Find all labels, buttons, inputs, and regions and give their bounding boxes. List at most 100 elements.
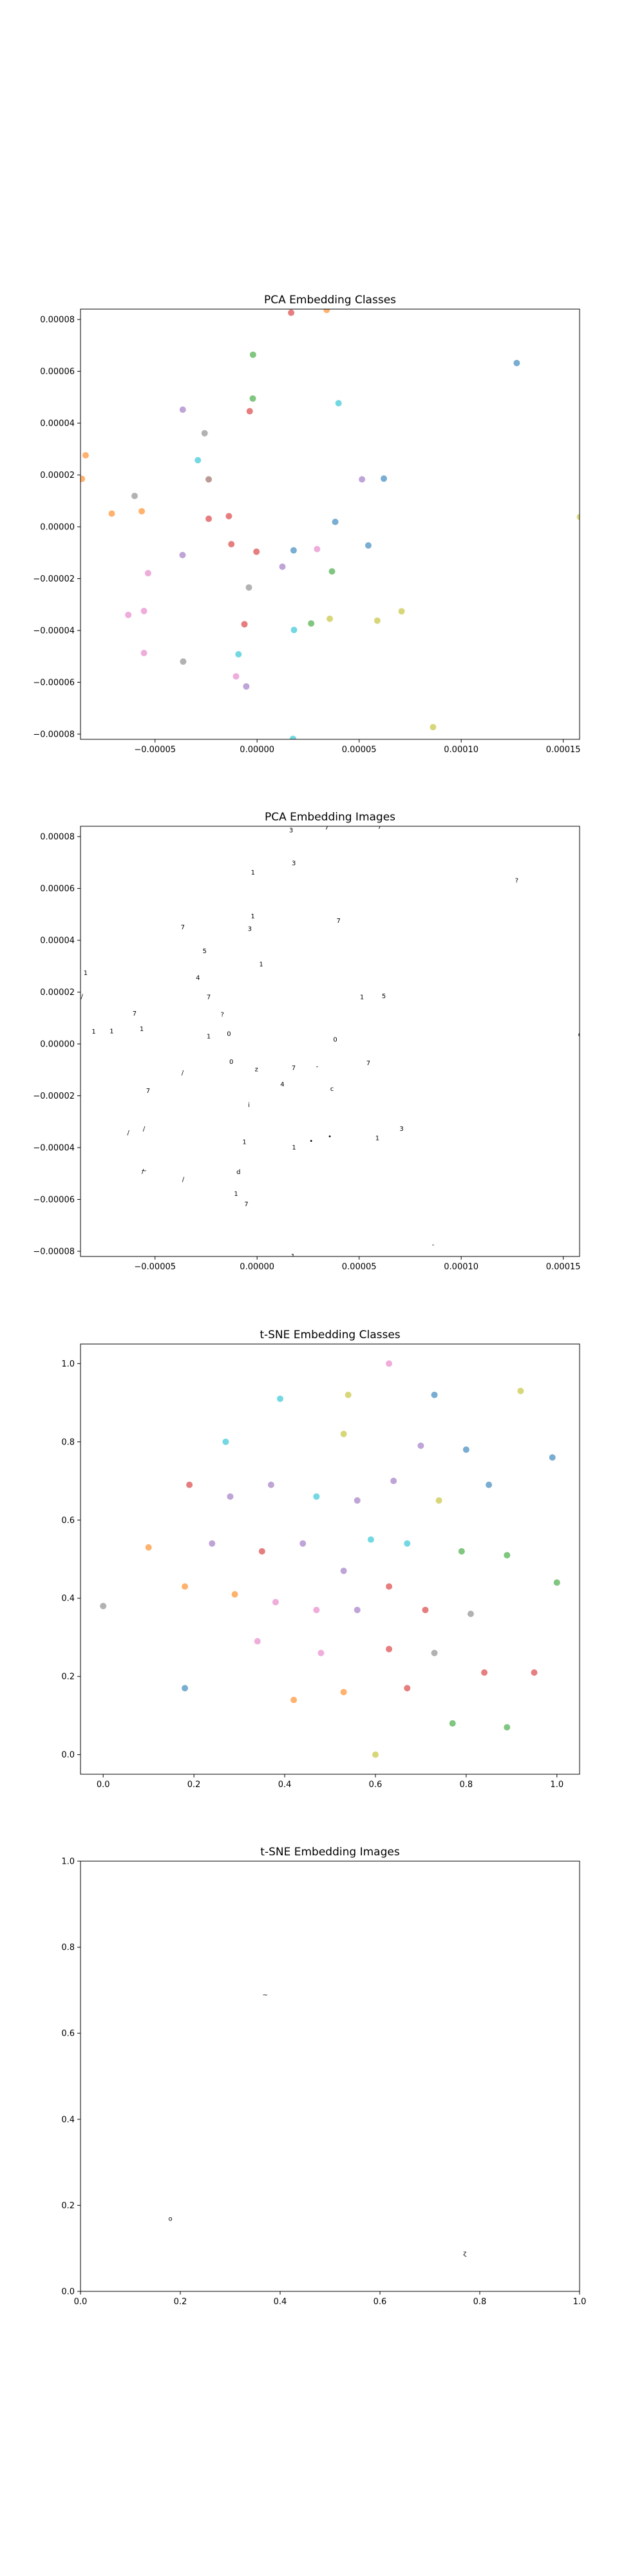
x-tick-label: 0.0 — [97, 1780, 110, 1790]
image-point: 1 — [242, 1139, 246, 1146]
image-point: 1 — [291, 1253, 295, 1260]
image-point: • — [309, 1138, 313, 1145]
data-point — [404, 1540, 411, 1547]
image-point: 3 — [248, 926, 252, 933]
data-point — [186, 1481, 193, 1488]
image-point: 1 — [140, 1026, 144, 1033]
data-point — [517, 1387, 524, 1394]
axes-frame — [80, 308, 580, 740]
y-tick-label: 0.00008 — [40, 833, 75, 842]
data-point — [182, 1583, 189, 1590]
image-point: 1 — [91, 1028, 95, 1036]
x-tick-label: −0.00005 — [134, 745, 176, 755]
data-point — [241, 621, 248, 628]
data-point — [314, 545, 321, 553]
data-point — [308, 620, 315, 627]
data-point — [462, 1446, 469, 1453]
data-point — [327, 615, 334, 622]
image-point: 7 — [181, 924, 185, 931]
data-point — [435, 1497, 442, 1504]
image-point: 3 — [399, 1126, 403, 1133]
x-tick-label: 0.00005 — [342, 1262, 377, 1272]
y-tick-label: 0.00006 — [40, 367, 75, 377]
data-point — [431, 1649, 438, 1656]
x-tick-label: 0.00005 — [342, 745, 377, 755]
data-point — [258, 1548, 265, 1555]
data-point — [313, 1606, 320, 1613]
image-point: / — [142, 1168, 144, 1175]
x-tick-label: 0.8 — [460, 1780, 473, 1790]
data-point — [345, 1391, 352, 1398]
data-point — [290, 547, 297, 554]
image-point: d — [236, 1169, 240, 1176]
image-point: 1 — [375, 1135, 379, 1142]
image-point: 7 — [377, 824, 381, 831]
y-tick-label: −0.00008 — [33, 1247, 75, 1256]
image-point: / — [182, 1176, 185, 1183]
image-point: 1 — [207, 1034, 211, 1041]
image-point: o — [578, 1032, 582, 1039]
image-point: • — [328, 1133, 332, 1141]
y-tick-label: 0.00008 — [40, 316, 75, 325]
x-tick-label: 1.0 — [550, 1780, 564, 1790]
image-point: 3 — [289, 828, 293, 835]
data-point — [267, 1481, 274, 1488]
data-point — [131, 493, 138, 500]
chart-panel-1: PCA Embedding Classes −0.00005 0.00000 0.00… — [33, 294, 580, 755]
image-point: / — [127, 1130, 129, 1137]
data-point — [125, 611, 132, 618]
image-point: 7 — [244, 1201, 248, 1208]
image-point: / — [182, 1070, 184, 1077]
x-tick-label: 0.8 — [473, 2297, 487, 2307]
data-point — [179, 406, 186, 413]
data-point — [390, 1477, 397, 1484]
image-point: z — [255, 1066, 258, 1074]
data-point — [504, 1551, 511, 1558]
x-tick-label: 0.00010 — [444, 745, 478, 755]
data-point — [205, 515, 213, 522]
data-point — [249, 351, 256, 358]
image-point: ? — [221, 1012, 224, 1019]
data-point — [576, 513, 580, 520]
y-tick-label: 0.6 — [61, 2029, 75, 2039]
x-tick-label: 0.00000 — [240, 745, 274, 755]
y-tick-label: 0.2 — [61, 2201, 75, 2211]
chart-panel-3: t-SNE Embedding Classes 0.0 0.2 0.4 0.6 0.8 1.… — [61, 1329, 580, 1790]
x-tick-label: 0.4 — [278, 1780, 292, 1790]
x-tick-label: 1.0 — [573, 2297, 587, 2307]
y-tick-label: 0.6 — [61, 1516, 75, 1526]
data-point — [246, 408, 253, 415]
data-point — [340, 1689, 347, 1696]
data-point — [288, 309, 295, 316]
y-tick-label: −0.00006 — [33, 1195, 75, 1205]
data-point — [140, 649, 147, 656]
x-tick-label: 0.0 — [74, 2297, 88, 2307]
image-point: 5 — [203, 948, 207, 955]
data-point — [140, 607, 147, 614]
image-point: 0 — [227, 1031, 231, 1038]
data-point — [367, 1536, 374, 1543]
data-point — [290, 627, 298, 634]
image-point: 3 — [292, 860, 296, 867]
data-point — [205, 476, 213, 483]
y-tick-label: 0.8 — [61, 1437, 75, 1447]
chart-title: PCA Embedding Classes — [264, 294, 396, 307]
data-point — [449, 1720, 456, 1727]
image-point: ɀ — [463, 2250, 467, 2257]
data-point — [272, 1598, 279, 1605]
y-tick-label: 0.2 — [61, 1672, 75, 1682]
data-point — [340, 1430, 347, 1437]
image-point: 1 — [292, 1144, 296, 1151]
data-point — [253, 548, 260, 555]
axes-frame — [80, 1861, 580, 2292]
data-point — [340, 1567, 347, 1575]
data-point — [354, 1497, 361, 1504]
data-point — [80, 475, 86, 482]
data-point — [386, 1360, 393, 1367]
y-tick-label: 1.0 — [61, 1359, 75, 1369]
data-point — [100, 1602, 107, 1609]
data-point — [430, 724, 437, 731]
chart-title: t-SNE Embedding Classes — [260, 1329, 400, 1341]
image-point: c — [330, 1086, 334, 1093]
